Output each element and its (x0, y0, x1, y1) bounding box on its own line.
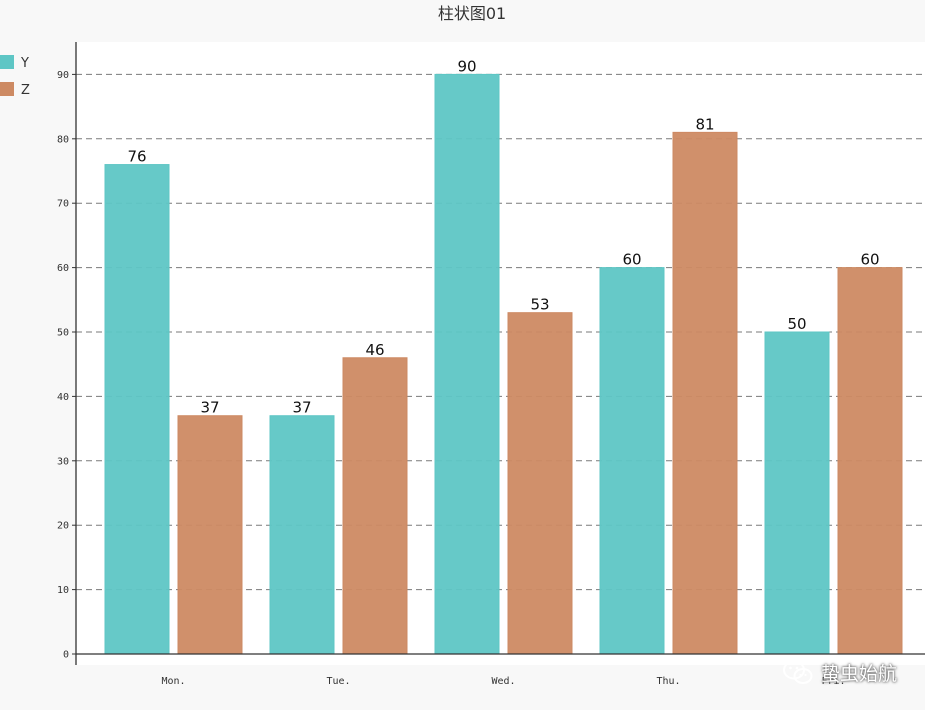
y-tick-label: 10 (57, 585, 69, 596)
bar-z-tue (342, 357, 408, 655)
y-tick-label: 30 (57, 456, 69, 467)
y-tick-label: 60 (57, 263, 69, 274)
x-tick-label: Thu. (656, 676, 680, 687)
y-tick-label: 70 (57, 199, 69, 210)
data-label: 81 (695, 115, 714, 133)
legend-label-y: Y (20, 56, 29, 71)
bar-y-wed (434, 73, 500, 655)
x-tick-label: Mon. (161, 676, 185, 687)
data-label: 76 (127, 148, 146, 166)
data-label: 37 (292, 399, 311, 417)
bars: 76 37 37 46 90 53 60 81 50 60 (104, 57, 903, 655)
bar-z-thu (672, 131, 738, 655)
bar-z-wed (507, 312, 573, 655)
watermark: 蛰虫始航 (782, 659, 897, 686)
y-tick-label: 20 (57, 521, 69, 532)
watermark-text: 蛰虫始航 (820, 663, 897, 685)
y-tick-label: 90 (57, 70, 69, 81)
y-tick-label: 0 (63, 650, 69, 661)
bar-y-thu (599, 267, 665, 655)
chart-title: 柱状图01 (438, 4, 506, 23)
legend-swatch-y (0, 55, 14, 69)
data-label: 50 (787, 315, 806, 333)
axes: 0 10 20 30 40 50 60 70 80 90 Mon. Tue. Wed. Thu. Fri. (57, 42, 925, 687)
bar-z-fri (837, 267, 903, 655)
y-tick-label: 40 (57, 392, 69, 403)
x-tick-label: Wed. (491, 676, 515, 687)
bar-y-tue (269, 415, 335, 655)
data-label: 53 (530, 296, 549, 314)
data-label: 90 (457, 57, 476, 75)
data-label: 46 (365, 341, 384, 359)
legend-swatch-z (0, 82, 14, 96)
data-label: 60 (622, 251, 641, 269)
x-tick-label: Tue. (326, 676, 350, 687)
bar-y-mon (104, 164, 170, 655)
y-tick-label: 50 (57, 328, 69, 339)
legend-label-z: Z (21, 83, 30, 98)
data-label: 37 (200, 399, 219, 417)
y-tick-label: 80 (57, 134, 69, 145)
bar-z-mon (177, 415, 243, 655)
data-label: 60 (860, 251, 879, 269)
wechat-icon (782, 660, 813, 684)
bar-y-fri (764, 331, 830, 655)
legend: YZ (0, 55, 30, 98)
x-tick-label: Fri. (821, 676, 845, 687)
